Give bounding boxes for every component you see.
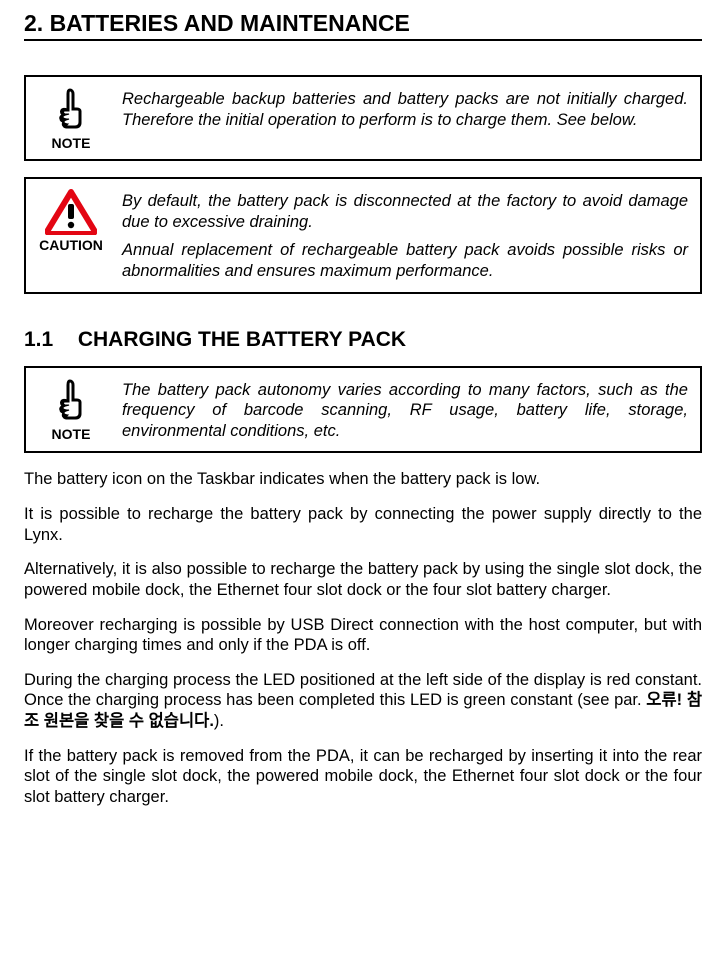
body-paragraph: It is possible to recharge the battery p… [24, 504, 702, 545]
body-text-run: ). [214, 712, 224, 730]
note-paragraph: Rechargeable backup batteries and batter… [122, 89, 688, 130]
caution-label: CAUTION [34, 237, 108, 253]
note-paragraph: The battery pack autonomy varies accordi… [122, 380, 688, 442]
body-text: The battery icon on the Taskbar indicate… [24, 469, 702, 807]
section-title: CHARGING THE BATTERY PACK [78, 328, 406, 351]
body-paragraph: The battery icon on the Taskbar indicate… [24, 469, 702, 490]
warning-triangle-icon [34, 189, 108, 235]
caution-callout: CAUTION By default, the battery pack is … [24, 177, 702, 294]
pointing-hand-icon [34, 87, 108, 133]
body-paragraph: Alternatively, it is also possible to re… [24, 559, 702, 600]
caution-icon-column: CAUTION [34, 187, 108, 253]
note-label: NOTE [34, 135, 108, 151]
body-paragraph: Moreover recharging is possible by USB D… [24, 615, 702, 656]
caution-paragraph: Annual replacement of rechargeable batte… [122, 240, 688, 281]
note-callout: NOTE Rechargeable backup batteries and b… [24, 75, 702, 161]
document-page: 2. BATTERIES AND MAINTENANCE NOTE Rechar… [0, 0, 726, 842]
pointing-hand-icon [34, 378, 108, 424]
caution-text: By default, the battery pack is disconne… [108, 187, 690, 284]
note-callout: NOTE The battery pack autonomy varies ac… [24, 366, 702, 454]
note-icon-column: NOTE [34, 376, 108, 442]
note-text: The battery pack autonomy varies accordi… [108, 376, 690, 444]
body-paragraph: During the charging process the LED posi… [24, 670, 702, 732]
section-number: 1.1 [24, 328, 72, 352]
body-text-run: During the charging process the LED posi… [24, 671, 702, 710]
body-paragraph: If the battery pack is removed from the … [24, 746, 702, 808]
note-label: NOTE [34, 426, 108, 442]
note-icon-column: NOTE [34, 85, 108, 151]
chapter-title: 2. BATTERIES AND MAINTENANCE [24, 10, 702, 41]
note-text: Rechargeable backup batteries and batter… [108, 85, 690, 132]
section-heading: 1.1 CHARGING THE BATTERY PACK [24, 328, 702, 352]
caution-paragraph: By default, the battery pack is disconne… [122, 191, 688, 232]
